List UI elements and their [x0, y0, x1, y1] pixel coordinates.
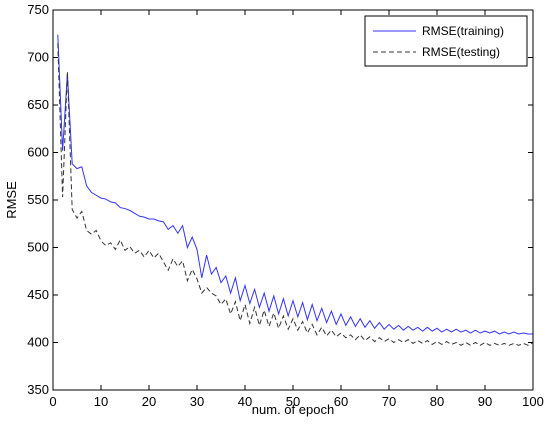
x-tick-label: 90 [478, 394, 492, 409]
legend-box [364, 15, 528, 67]
x-tick-label: 100 [522, 394, 544, 409]
legend: RMSE(training) RMSE(testing) [364, 15, 528, 67]
y-tick-label: 400 [27, 335, 49, 350]
y-tick-label: 550 [27, 192, 49, 207]
x-axis: 0 10 20 30 40 50 60 70 80 90 100 [49, 10, 544, 409]
y-axis: 350 400 450 500 550 600 650 700 750 [27, 2, 533, 397]
x-axis-label: num. of epoch [252, 402, 334, 417]
testing-series-line [57, 43, 534, 346]
y-tick-label: 600 [27, 145, 49, 160]
x-tick-label: 0 [49, 394, 56, 409]
plot-lines [57, 34, 534, 346]
y-tick-label: 500 [27, 240, 49, 255]
y-tick-label: 350 [27, 382, 49, 397]
x-tick-label: 40 [238, 394, 252, 409]
x-tick-label: 10 [94, 394, 108, 409]
y-tick-label: 750 [27, 2, 49, 17]
plot-frame [52, 9, 534, 391]
legend-label-testing: RMSE(testing) [422, 45, 500, 59]
y-axis-label: RMSE [4, 181, 19, 219]
x-tick-label: 70 [382, 394, 396, 409]
x-tick-label: 80 [430, 394, 444, 409]
y-tick-label: 700 [27, 50, 49, 65]
training-series-line [57, 34, 533, 335]
x-tick-label: 50 [286, 394, 300, 409]
y-tick-label: 450 [27, 287, 49, 302]
y-tick-label: 650 [27, 97, 49, 112]
x-tick-label: 60 [334, 394, 348, 409]
x-tick-label: 30 [190, 394, 204, 409]
x-tick-label: 20 [142, 394, 156, 409]
legend-label-training: RMSE(training) [422, 24, 504, 38]
